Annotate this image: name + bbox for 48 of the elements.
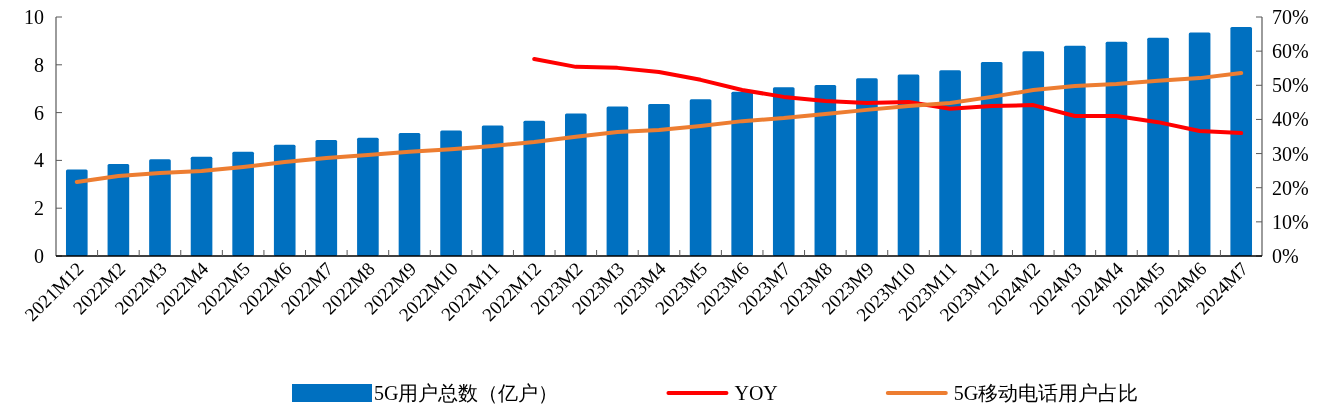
bar <box>1022 51 1045 256</box>
y2-tick-label: 50% <box>1272 74 1309 97</box>
bar <box>939 70 961 256</box>
y2-tick-label: 40% <box>1272 108 1309 131</box>
bar <box>232 151 254 256</box>
bar <box>107 163 130 256</box>
line-series <box>532 57 1244 136</box>
bar <box>357 137 379 256</box>
y2-tick-label: 0% <box>1272 245 1299 267</box>
bar <box>1230 27 1253 256</box>
y-tick-label: 6 <box>34 101 44 124</box>
legend-label: 5G用户总数（亿户） <box>374 382 559 404</box>
line-series <box>74 70 1244 184</box>
bar <box>1105 41 1128 256</box>
bar <box>481 125 504 256</box>
y-tick-label: 0 <box>34 245 44 267</box>
y-tick-label: 10 <box>24 6 44 28</box>
bar <box>897 74 920 256</box>
bar <box>1147 37 1169 256</box>
bar <box>273 144 296 256</box>
bar <box>1188 32 1211 256</box>
bar <box>65 169 88 256</box>
bar <box>1064 45 1086 256</box>
y2-tick-label: 70% <box>1272 6 1309 28</box>
y2-tick-label: 60% <box>1272 40 1309 63</box>
bar <box>731 91 753 256</box>
y2-tick-label: 30% <box>1272 142 1309 165</box>
bar <box>980 61 1003 256</box>
bar <box>689 99 712 256</box>
y2-tick-label: 10% <box>1272 210 1309 233</box>
bar <box>856 78 878 256</box>
bar <box>315 140 338 256</box>
bar <box>648 104 670 256</box>
bar <box>440 130 462 256</box>
bar <box>149 159 171 256</box>
bar <box>398 132 421 256</box>
bar <box>565 113 587 256</box>
bar <box>606 106 629 256</box>
legend-label: YOY <box>734 382 778 404</box>
legend-label: 5G移动电话用户占比 <box>953 382 1139 404</box>
bar <box>190 156 213 256</box>
y-tick-label: 2 <box>34 197 44 220</box>
y-tick-label: 4 <box>34 149 44 172</box>
y2-tick-label: 20% <box>1272 176 1309 199</box>
bar <box>523 120 546 256</box>
bar <box>814 84 837 256</box>
bar <box>772 87 795 256</box>
y-tick-label: 8 <box>34 53 44 76</box>
